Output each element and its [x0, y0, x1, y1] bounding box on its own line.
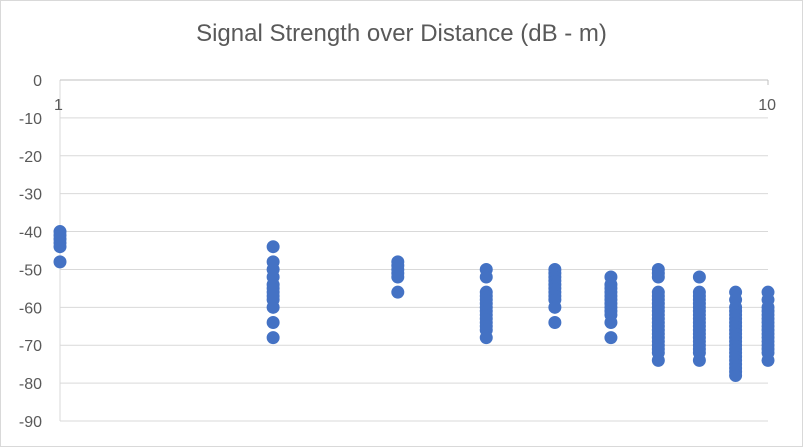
data-point	[604, 331, 618, 345]
y-tick-label: -90	[19, 414, 42, 431]
y-tick-label: -50	[19, 262, 42, 279]
data-point	[53, 240, 67, 254]
x-tick-label: 10	[758, 97, 776, 114]
data-point	[266, 331, 280, 345]
data-point	[266, 240, 280, 254]
axes	[59, 79, 769, 421]
y-tick-label: -30	[19, 187, 42, 204]
data-point	[391, 285, 405, 299]
y-tick-label: -10	[19, 111, 42, 128]
y-tick-label: 0	[33, 73, 42, 90]
x-axis-tick-labels: 1 10	[54, 97, 776, 114]
data-point	[548, 315, 562, 329]
data-point	[548, 300, 562, 314]
data-point	[266, 315, 280, 329]
data-point	[651, 353, 665, 367]
y-tick-label: -40	[19, 225, 42, 242]
data-points	[53, 225, 775, 383]
data-point	[266, 300, 280, 314]
data-point	[761, 353, 775, 367]
y-tick-label: -60	[19, 300, 42, 317]
data-point	[53, 255, 67, 269]
y-tick-label: -70	[19, 338, 42, 355]
data-point	[692, 270, 706, 284]
data-point	[479, 270, 493, 284]
data-point	[692, 353, 706, 367]
x-tick-label: 1	[54, 97, 63, 114]
data-point	[729, 369, 743, 383]
data-point	[479, 331, 493, 345]
data-point	[604, 315, 618, 329]
chart-title: Signal Strength over Distance (dB - m)	[196, 20, 607, 47]
y-axis-tick-labels: 0 -10 -20 -30 -40 -50 -60 -70 -80 -90	[19, 73, 42, 431]
y-tick-label: -20	[19, 149, 42, 166]
y-tick-label: -80	[19, 376, 42, 393]
data-point	[651, 270, 665, 284]
data-point	[391, 270, 405, 284]
gridlines	[60, 117, 768, 422]
